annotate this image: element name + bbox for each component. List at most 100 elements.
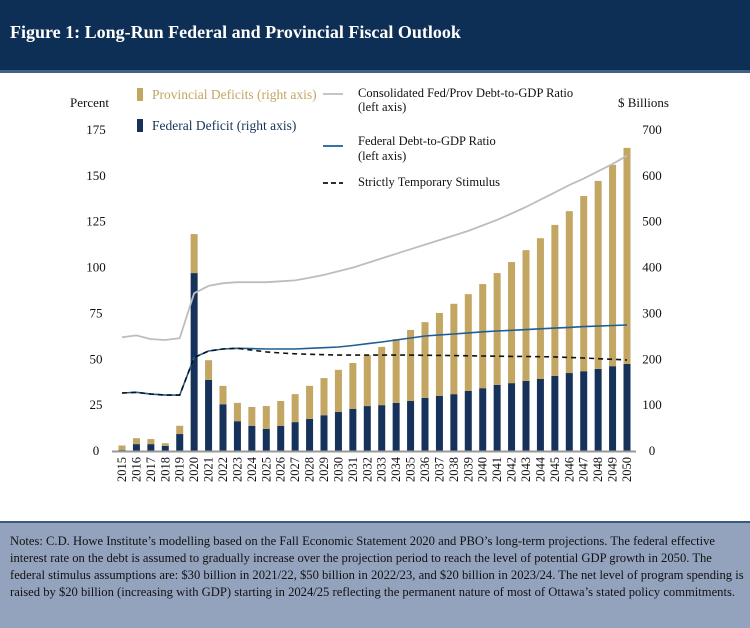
bar-provincial-2046	[565, 211, 573, 374]
bar-provincial-2049	[609, 164, 617, 367]
x-tick-label: 2035	[404, 457, 418, 482]
bar-federal-2027	[291, 422, 299, 451]
bar-provincial-2015	[118, 445, 126, 451]
bar-federal-2036	[421, 397, 429, 451]
left-axis-label: Percent	[70, 95, 109, 110]
x-tick-label: 2018	[158, 457, 172, 482]
bar-provincial-2035	[407, 329, 415, 402]
x-tick-label: 2041	[490, 457, 504, 482]
right-tick-label: 500	[642, 214, 662, 229]
notes-text: Notes: C.D. Howe Institute’s modelling b…	[10, 534, 744, 599]
bar-provincial-2033	[378, 346, 386, 406]
x-tick-label: 2025	[259, 457, 273, 482]
bar-federal-2016	[132, 444, 140, 451]
x-tick-label: 2016	[129, 457, 143, 482]
left-tick-label: 0	[93, 443, 100, 458]
x-tick-label: 2017	[144, 457, 158, 482]
bar-federal-2044	[536, 379, 544, 451]
bar-federal-2018	[161, 445, 169, 451]
bar-provincial-2048	[594, 180, 602, 369]
bar-federal-2029	[320, 415, 328, 451]
x-tick-label: 2027	[288, 457, 302, 482]
bar-provincial-2026	[277, 401, 285, 426]
bar-provincial-2025	[262, 406, 270, 429]
bar-federal-2017	[147, 444, 155, 451]
left-tick-label: 50	[90, 351, 103, 366]
x-tick-label: 2032	[360, 457, 374, 482]
bar-federal-2037	[435, 395, 443, 451]
figure-header: Figure 1: Long-Run Federal and Provincia…	[0, 0, 750, 73]
bar-federal-2033	[378, 405, 386, 451]
x-tick-label: 2029	[317, 457, 331, 482]
bar-federal-2024	[248, 425, 256, 451]
bar-federal-2039	[464, 390, 472, 451]
bar-provincial-2038	[450, 303, 458, 395]
bar-provincial-2039	[464, 294, 472, 391]
x-tick-label: 2037	[432, 457, 446, 482]
x-tick-label: 2023	[230, 457, 244, 482]
legend-label-line-2: Strictly Temporary Stimulus	[358, 175, 500, 189]
x-tick-label: 2048	[591, 457, 605, 482]
x-tick-label: 2050	[620, 457, 634, 482]
bar-federal-2048	[594, 368, 602, 451]
x-tick-label: 2040	[476, 457, 490, 482]
bar-provincial-2023	[233, 402, 241, 422]
x-tick-label: 2024	[245, 456, 259, 482]
x-tick-label: 2021	[202, 457, 216, 482]
bar-provincial-2022	[219, 385, 227, 405]
x-tick-label: 2038	[447, 457, 461, 482]
x-tick-label: 2046	[562, 457, 576, 482]
x-tick-label: 2045	[548, 457, 562, 482]
bar-provincial-2024	[248, 406, 256, 426]
bar-federal-2025	[262, 428, 270, 451]
right-tick-label: 0	[649, 443, 656, 458]
bar-provincial-2029	[320, 378, 328, 416]
bar-provincial-2032	[363, 355, 371, 407]
right-tick-label: 400	[642, 260, 662, 275]
right-tick-label: 300	[642, 305, 662, 320]
x-tick-label: 2034	[389, 456, 403, 482]
left-tick-label: 125	[86, 214, 106, 229]
bar-provincial-2017	[147, 439, 155, 445]
line-temporary-stimulus	[121, 347, 628, 396]
bar-provincial-2016	[132, 438, 140, 445]
x-tick-label: 2022	[216, 457, 230, 482]
line-consolidated-debt-ratio	[121, 154, 628, 341]
left-tick-label: 75	[90, 305, 103, 320]
bar-federal-2032	[363, 406, 371, 451]
legend-swatch-federal	[137, 119, 143, 132]
left-tick-label: 25	[90, 397, 103, 412]
bar-provincial-2027	[291, 394, 299, 423]
bar-federal-2041	[493, 384, 501, 451]
right-tick-label: 700	[642, 122, 662, 137]
bar-federal-2049	[609, 366, 617, 451]
bar-provincial-2020	[190, 234, 198, 274]
bar-federal-2021	[205, 379, 213, 451]
bar-federal-2022	[219, 404, 227, 451]
bar-federal-2026	[277, 425, 285, 451]
legend-sublabel-line-0: (left axis)	[358, 100, 406, 114]
x-tick-label: 2047	[577, 457, 591, 482]
right-tick-label: 200	[642, 351, 662, 366]
x-tick-label: 2020	[187, 457, 201, 482]
line-federal-debt-ratio	[121, 324, 628, 396]
notes-panel: Notes: C.D. Howe Institute’s modelling b…	[0, 521, 750, 628]
bar-provincial-2041	[493, 273, 501, 385]
bar-provincial-2021	[205, 360, 213, 380]
x-tick-label: 2044	[533, 456, 547, 482]
bar-federal-2040	[479, 388, 487, 451]
bar-provincial-2018	[161, 443, 169, 446]
bar-federal-2034	[392, 402, 400, 451]
bar-federal-2023	[233, 421, 241, 451]
bar-provincial-2047	[580, 196, 588, 372]
x-tick-label: 2042	[505, 457, 519, 482]
bar-provincial-2034	[392, 339, 400, 403]
right-axis-label: $ Billions	[618, 95, 669, 110]
legend-label-provincial: Provincial Deficits (right axis)	[152, 87, 317, 102]
legend-label-line-0: Consolidated Fed/Prov Debt-to-GDP Ratio	[358, 86, 573, 100]
bar-provincial-2036	[421, 322, 429, 398]
x-tick-label: 2015	[115, 457, 129, 482]
bar-federal-2045	[551, 375, 559, 451]
bar-provincial-2040	[479, 284, 487, 389]
x-tick-label: 2043	[519, 457, 533, 482]
